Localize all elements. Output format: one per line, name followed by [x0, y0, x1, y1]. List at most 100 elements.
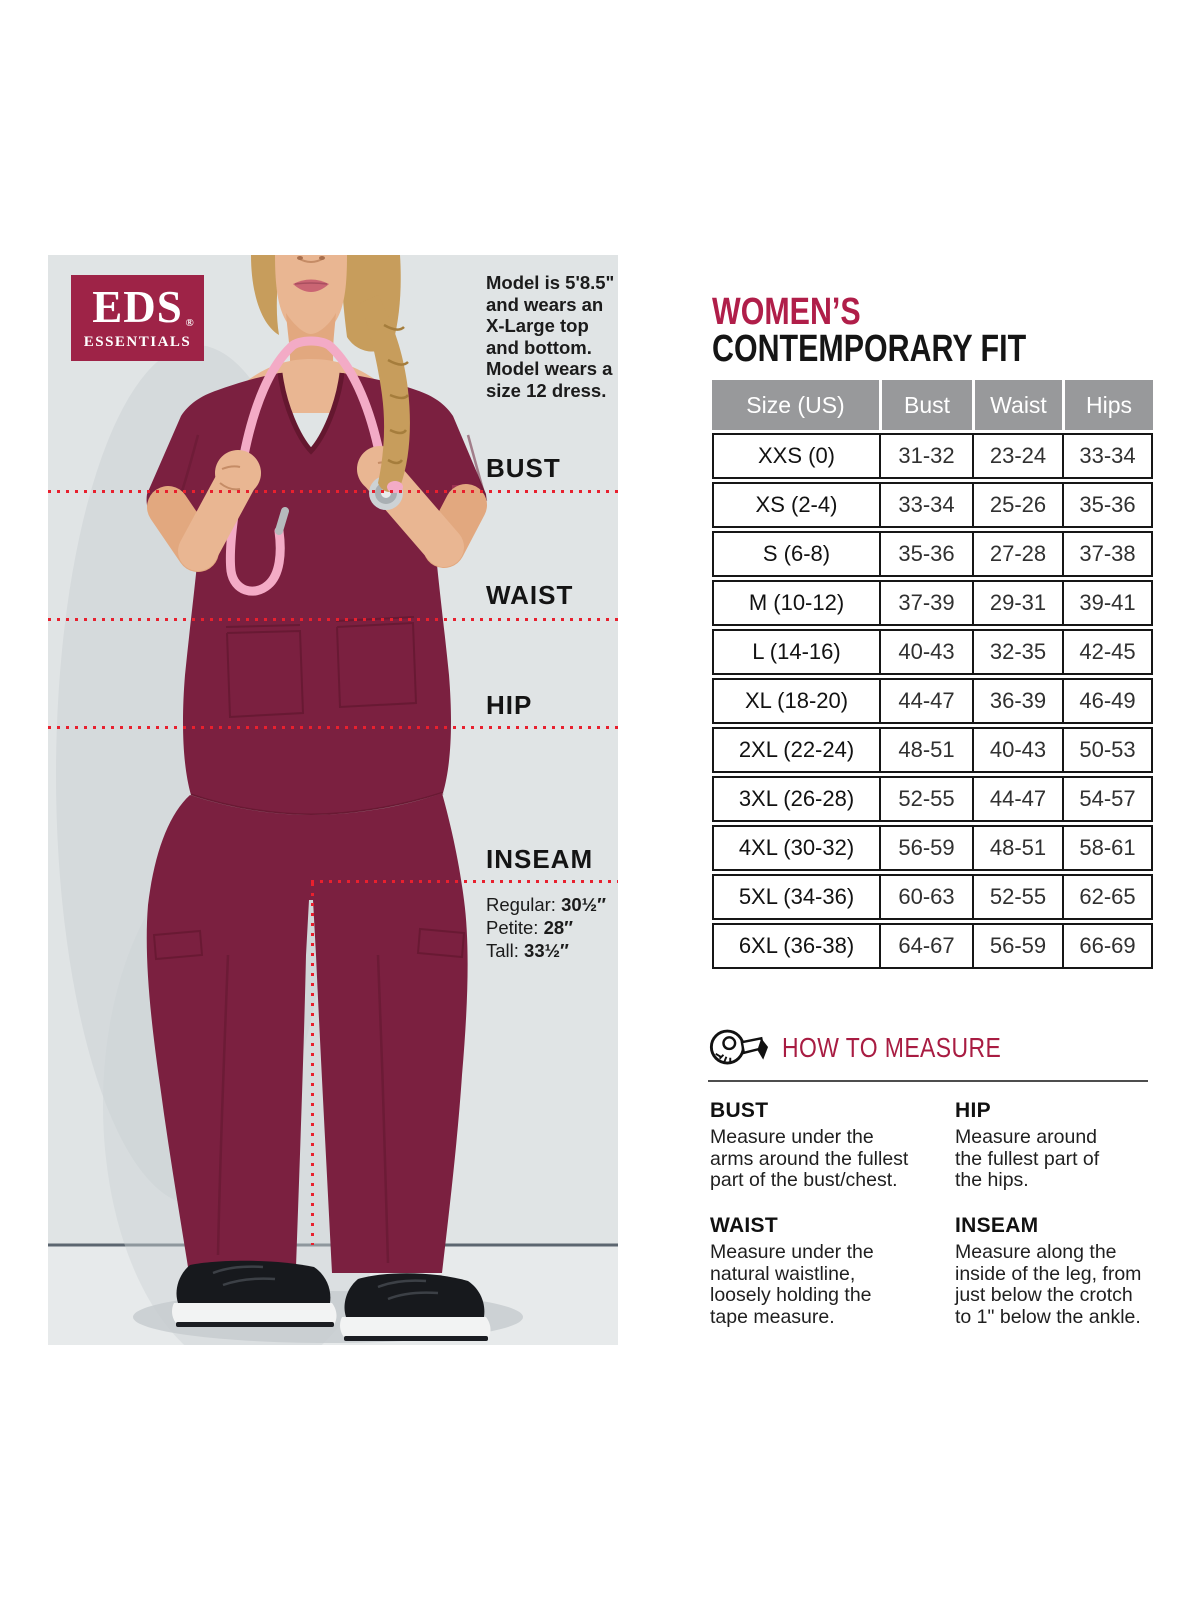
text-line: and bottom. [486, 336, 592, 358]
size-chart-cell: XS (2-4) [755, 492, 838, 517]
measure-text: Measure under the arms around the fullest… [710, 1126, 950, 1192]
text-line: natural waistline, [710, 1262, 856, 1285]
size-chart-row: 6XL (36-38) 64-67 56-59 66-69 [712, 923, 1153, 969]
scrub-pants [146, 793, 468, 1273]
size-chart-header-row: Size (US) Bust Waist Hips [712, 380, 1153, 430]
how-to-measure-title: HOW TO MEASURE [782, 1032, 1002, 1063]
size-chart-cell: 2XL (22-24) [738, 737, 855, 762]
text-line: X-Large top [486, 315, 589, 336]
model-info: Model is 5'8.5" and wears an X-Large top an… [486, 272, 626, 401]
size-chart-row: L (14-16) 40-43 32-35 42-45 [712, 629, 1153, 675]
size-chart-cell: 37-39 [879, 582, 972, 624]
size-chart-cell: 35-36 [879, 533, 972, 575]
size-chart-cell: 37-38 [1062, 533, 1151, 575]
size-chart-row: 5XL (34-36) 60-63 52-55 62-65 [712, 874, 1153, 920]
registered-mark: ® [185, 317, 195, 329]
size-chart-column-header: Size (US) [746, 392, 845, 418]
size-chart-column-header: Bust [879, 380, 972, 430]
size-chart-cell: 54-57 [1062, 778, 1151, 820]
inseam-label: INSEAM [486, 844, 594, 874]
shoes [172, 1260, 491, 1341]
waist-dotted-line [48, 618, 618, 621]
size-chart-cell: 39-41 [1062, 582, 1151, 624]
text-line: Measure under the [710, 1241, 874, 1263]
size-chart-body: XXS (0) 31-32 23-24 33-34 XS (2-4) 33-34 25-26… [712, 433, 1153, 969]
measure-heading: HIP [955, 1099, 991, 1122]
inseam-detail-line: Tall: 33½″ [486, 940, 569, 961]
text-line: just below the crotch [955, 1284, 1133, 1306]
measure-instructions-hip: HIP Measure around the fullest part of the… [955, 1099, 1160, 1192]
bust-dotted-line [48, 490, 618, 493]
size-chart-row: 3XL (26-28) 52-55 44-47 54-57 [712, 776, 1153, 822]
arms [147, 446, 487, 572]
size-chart-cell: 36-39 [972, 680, 1062, 722]
size-chart-cell: 58-61 [1062, 827, 1151, 869]
size-chart-row: 4XL (30-32) 56-59 48-51 58-61 [712, 825, 1153, 871]
size-chart-cell: 6XL (36-38) [738, 933, 855, 958]
size-chart-cell: 46-49 [1062, 680, 1151, 722]
size-chart-column-header: Waist [972, 380, 1062, 430]
tape-measure-icon [709, 1029, 769, 1065]
size-chart-row: 2XL (22-24) 48-51 40-43 50-53 [712, 727, 1153, 773]
size-chart-cell: 64-67 [879, 925, 972, 967]
size-chart-cell: 29-31 [972, 582, 1062, 624]
measure-instructions-inseam: INSEAM Measure along the inside of the le… [955, 1214, 1165, 1328]
size-chart-cell: 32-35 [972, 631, 1062, 673]
size-chart-cell: 50-53 [1062, 729, 1151, 771]
size-chart-cell: 4XL (30-32) [738, 835, 855, 860]
size-chart-column-header: Hips [1062, 380, 1153, 430]
size-chart-cell: 40-43 [879, 631, 972, 673]
size-chart-cell: 44-47 [879, 680, 972, 722]
text-line: and wears an [486, 293, 604, 315]
size-chart-cell: 23-24 [972, 435, 1062, 477]
text-line: Model wears a [486, 358, 613, 379]
size-chart-cell: 48-51 [972, 827, 1062, 869]
text-line: size 12 dress. [486, 379, 607, 401]
size-chart-table: Size (US) Bust Waist Hips XXS (0) 31-32 23-24… [712, 380, 1153, 969]
text-line: part of the bust/chest. [710, 1169, 898, 1191]
inseam-length-options: Regular: 30½″ Petite: 28″ Tall: 33½″ [486, 893, 606, 962]
size-chart-cell: 52-55 [879, 778, 972, 820]
size-chart-cell: 62-65 [1062, 876, 1151, 918]
size-chart-cell: 56-59 [972, 925, 1062, 967]
size-chart-row: XL (18-20) 44-47 36-39 46-49 [712, 678, 1153, 724]
size-chart-cell: 5XL (34-36) [738, 884, 855, 909]
measure-text: Measure under the natural waistline, loose… [710, 1241, 950, 1328]
size-chart-cell: 40-43 [972, 729, 1062, 771]
text-line: Measure under the [710, 1126, 874, 1148]
title-line-womens: WOMEN’S [712, 291, 861, 333]
inseam-detail-line: Regular: 30½″ [486, 894, 606, 915]
text-line: to 1" below the ankle. [955, 1305, 1141, 1328]
waist-label: WAIST [486, 580, 574, 610]
text-line: tape measure. [710, 1305, 835, 1328]
size-chart-cell: 33-34 [1062, 435, 1151, 477]
size-chart-cell: 56-59 [879, 827, 972, 869]
size-chart-cell: 33-34 [879, 484, 972, 526]
text-line: Model is 5'8.5" [486, 272, 615, 293]
bust-label: BUST [486, 453, 561, 483]
text-line: inside of the leg, from [955, 1262, 1142, 1285]
brand-name: EDS ® [92, 282, 195, 332]
size-chart-cell: 42-45 [1062, 631, 1151, 673]
eds-essentials-logo: EDS ® ESSENTIALS [71, 275, 204, 361]
page-title: WOMEN’S CONTEMPORARY FIT [712, 291, 1105, 368]
size-chart-cell: 44-47 [972, 778, 1062, 820]
size-chart-cell: 52-55 [972, 876, 1062, 918]
size-chart-cell: M (10-12) [748, 590, 845, 615]
model-photo-panel: EDS ® ESSENTIALS Model is 5'8.5" and wears… [48, 255, 618, 1345]
size-chart-cell: XXS (0) [757, 443, 836, 468]
text-line: loosely holding the [710, 1284, 872, 1306]
text-line: the hips. [955, 1169, 1029, 1191]
size-chart-cell: S (6-8) [762, 541, 831, 566]
measure-instructions-waist: WAIST Measure under the natural waistline… [710, 1214, 950, 1328]
size-chart-row: M (10-12) 37-39 29-31 39-41 [712, 580, 1153, 626]
measure-text: Measure around the fullest part of the hip… [955, 1126, 1160, 1192]
size-chart-row: S (6-8) 35-36 27-28 37-38 [712, 531, 1153, 577]
measure-instructions-bust: BUST Measure under the arms around the fu… [710, 1099, 950, 1192]
inseam-vertical-dotted-line [311, 883, 314, 1245]
size-chart-cell: L (14-16) [752, 639, 841, 664]
size-chart-cell: 31-32 [879, 435, 972, 477]
measure-heading: BUST [710, 1099, 769, 1122]
measure-text: Measure along the inside of the leg, from… [955, 1241, 1165, 1328]
